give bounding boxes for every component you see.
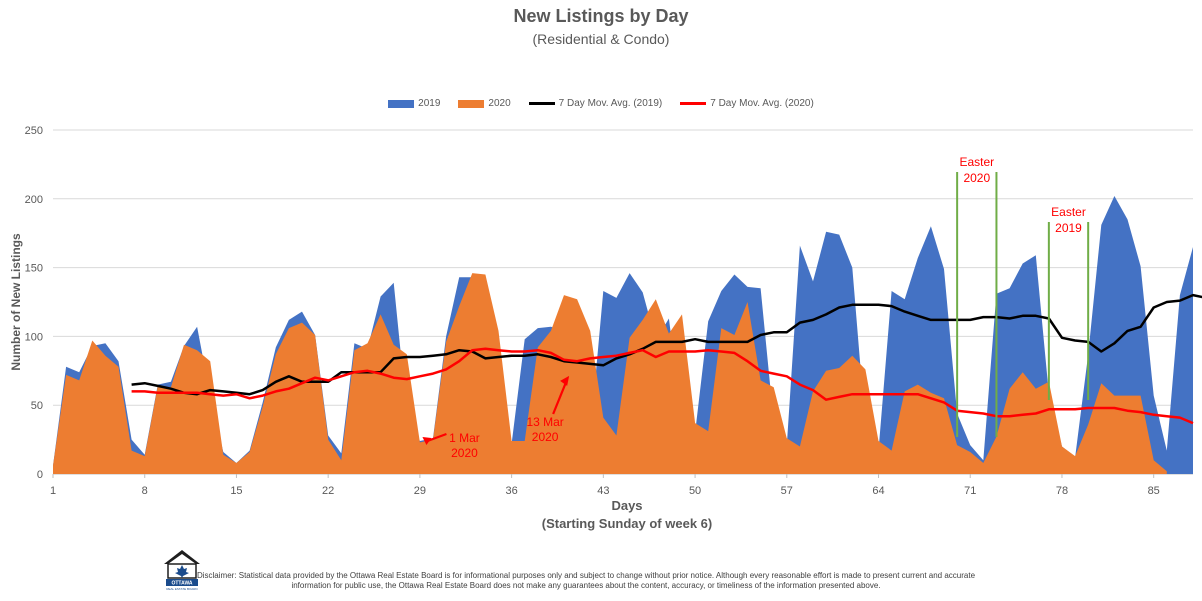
area-2020 <box>53 273 1167 474</box>
x-tick-label: 71 <box>964 485 976 497</box>
axes: 0 50 100 150 200 250 1 8 15 22 29 36 43 50 57 64 71 78 85 <box>25 125 1160 497</box>
easter-2020-label-line1: Easter <box>959 155 994 169</box>
legend-label-ma-2020: 7 Day Mov. Avg. (2020) <box>710 98 814 109</box>
x-tick-label: 22 <box>322 485 334 497</box>
annotation-1-mar-line2: 2020 <box>451 446 478 460</box>
legend-swatch-ma-2020 <box>680 102 707 105</box>
oreb-logo: OTTAWA REAL ESTATE BOARD <box>164 550 200 591</box>
x-tick-label: 85 <box>1148 485 1160 497</box>
legend: 2019 2020 7 Day Mov. Avg. (2019) 7 Day M… <box>0 98 1202 109</box>
legend-swatch-2020 <box>458 99 485 108</box>
annotation-13-mar-arrowhead <box>560 375 570 386</box>
x-tick-label: 78 <box>1056 485 1068 497</box>
logo-sub: REAL ESTATE BOARD <box>166 587 198 591</box>
y-tick-label: 50 <box>31 400 43 412</box>
x-tick-label: 57 <box>781 485 793 497</box>
maple-leaf-icon <box>175 565 189 578</box>
legend-label-ma-2019: 7 Day Mov. Avg. (2019) <box>558 98 663 109</box>
x-tick-label: 36 <box>505 485 517 497</box>
logo-roof-icon <box>164 550 200 564</box>
y-tick-label: 200 <box>25 194 43 206</box>
legend-label-2020: 2020 <box>488 98 511 109</box>
legend-label-2019: 2019 <box>418 98 441 109</box>
x-axis-label: Days <box>611 498 642 513</box>
x-tick-label: 1 <box>50 485 56 497</box>
y-axis-label: Number of New Listings <box>9 233 23 371</box>
annotation-13-mar-line1: 13 Mar <box>526 415 563 429</box>
x-tick-label: 29 <box>414 485 426 497</box>
annotation-1-mar-line1: 1 Mar <box>449 431 480 445</box>
annotation-13-mar-arrow <box>552 381 568 415</box>
annotation-1-mar-arrow <box>427 432 447 443</box>
legend-swatch-ma-2019 <box>528 102 555 105</box>
legend-swatch-2019 <box>388 99 415 108</box>
y-tick-label: 0 <box>37 469 43 481</box>
chart-title: New Listings by Day <box>513 6 689 26</box>
y-tick-label: 250 <box>25 125 43 137</box>
chart-subtitle: (Residential & Condo) <box>532 31 670 47</box>
y-tick-label: 100 <box>25 331 43 343</box>
logo-name: OTTAWA <box>171 581 192 587</box>
x-axis-sublabel: (Starting Sunday of week 6) <box>542 516 712 531</box>
disclaimer: Disclaimer: Statistical data provided by… <box>196 571 976 590</box>
x-tick-label: 64 <box>872 485 884 497</box>
x-tick-label: 15 <box>230 485 242 497</box>
line-7-day-mov-avg-2019- <box>131 293 1202 396</box>
x-tick-label: 43 <box>597 485 609 497</box>
legend-item-2020: 2020 <box>458 98 511 109</box>
legend-item-ma-2020: 7 Day Mov. Avg. (2020) <box>680 98 814 109</box>
line-7-day-mov-avg-2020- <box>131 347 1194 425</box>
easter-2020-label-line2: 2020 <box>963 171 990 185</box>
legend-item-2019: 2019 <box>388 98 440 109</box>
x-tick-label: 50 <box>689 485 701 497</box>
y-tick-label: 150 <box>25 263 43 275</box>
x-tick-label: 8 <box>142 485 148 497</box>
annotation-13-mar-line2: 2020 <box>532 430 559 444</box>
easter-2019-label-line2: 2019 <box>1055 221 1082 235</box>
legend-item-ma-2019: 7 Day Mov. Avg. (2019) <box>528 98 663 109</box>
easter-2019-label-line1: Easter <box>1051 205 1086 219</box>
annotation-1-mar-arrowhead <box>422 436 432 445</box>
line-series <box>131 293 1202 425</box>
area-series <box>53 196 1193 474</box>
